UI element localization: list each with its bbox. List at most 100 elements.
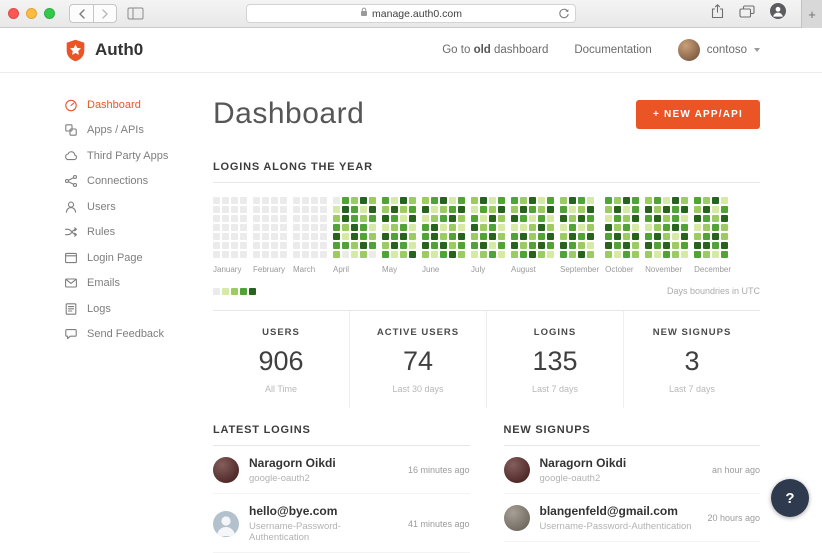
back-button[interactable]	[70, 5, 93, 22]
close-window-button[interactable]	[8, 8, 19, 19]
heatmap-cell[interactable]	[280, 197, 287, 204]
heatmap-cell[interactable]	[231, 197, 238, 204]
new-tab-button[interactable]: +	[801, 0, 822, 28]
heatmap-cell[interactable]	[498, 242, 505, 249]
heatmap-cell[interactable]	[578, 251, 585, 258]
heatmap-cell[interactable]	[302, 251, 309, 258]
heatmap-cell[interactable]	[498, 233, 505, 240]
heatmap-cell[interactable]	[547, 197, 554, 204]
heatmap-cell[interactable]	[369, 215, 376, 222]
heatmap-cell[interactable]	[529, 206, 536, 213]
heatmap-cell[interactable]	[614, 242, 621, 249]
heatmap-cell[interactable]	[529, 215, 536, 222]
heatmap-cell[interactable]	[253, 206, 260, 213]
heatmap-cell[interactable]	[240, 242, 247, 249]
heatmap-cell[interactable]	[342, 206, 349, 213]
heatmap-cell[interactable]	[253, 197, 260, 204]
heatmap-cell[interactable]	[672, 251, 679, 258]
heatmap-cell[interactable]	[302, 224, 309, 231]
heatmap-cell[interactable]	[440, 224, 447, 231]
heatmap-cell[interactable]	[645, 206, 652, 213]
heatmap-cell[interactable]	[721, 251, 728, 258]
heatmap-cell[interactable]	[529, 251, 536, 258]
heatmap-cell[interactable]	[253, 242, 260, 249]
heatmap-cell[interactable]	[645, 242, 652, 249]
heatmap-cell[interactable]	[632, 251, 639, 258]
heatmap-cell[interactable]	[222, 233, 229, 240]
heatmap-cell[interactable]	[262, 197, 269, 204]
heatmap-cell[interactable]	[360, 215, 367, 222]
heatmap-cell[interactable]	[672, 242, 679, 249]
heatmap-cell[interactable]	[489, 197, 496, 204]
heatmap-cell[interactable]	[458, 215, 465, 222]
heatmap-cell[interactable]	[271, 206, 278, 213]
heatmap-cell[interactable]	[578, 206, 585, 213]
heatmap-cell[interactable]	[369, 251, 376, 258]
heatmap-cell[interactable]	[382, 242, 389, 249]
sidebar-item-rules[interactable]: Rules	[64, 220, 213, 246]
heatmap-cell[interactable]	[458, 197, 465, 204]
heatmap-cell[interactable]	[712, 206, 719, 213]
heatmap-cell[interactable]	[333, 206, 340, 213]
heatmap-cell[interactable]	[409, 215, 416, 222]
heatmap-cell[interactable]	[311, 224, 318, 231]
heatmap-cell[interactable]	[409, 251, 416, 258]
heatmap-cell[interactable]	[253, 233, 260, 240]
heatmap-cell[interactable]	[342, 233, 349, 240]
heatmap-cell[interactable]	[587, 206, 594, 213]
heatmap-cell[interactable]	[529, 242, 536, 249]
heatmap-cell[interactable]	[293, 251, 300, 258]
heatmap-cell[interactable]	[471, 242, 478, 249]
heatmap-cell[interactable]	[271, 197, 278, 204]
heatmap-cell[interactable]	[351, 206, 358, 213]
heatmap-cell[interactable]	[480, 197, 487, 204]
heatmap-cell[interactable]	[400, 224, 407, 231]
heatmap-cell[interactable]	[213, 206, 220, 213]
heatmap-cell[interactable]	[449, 251, 456, 258]
heatmap-cell[interactable]	[560, 242, 567, 249]
heatmap-cell[interactable]	[280, 224, 287, 231]
tabs-overview-icon[interactable]	[739, 5, 755, 23]
heatmap-cell[interactable]	[231, 251, 238, 258]
heatmap-cell[interactable]	[391, 251, 398, 258]
heatmap-cell[interactable]	[391, 233, 398, 240]
heatmap-cell[interactable]	[320, 215, 327, 222]
heatmap-cell[interactable]	[605, 197, 612, 204]
heatmap-cell[interactable]	[471, 215, 478, 222]
heatmap-cell[interactable]	[560, 215, 567, 222]
heatmap-cell[interactable]	[342, 224, 349, 231]
heatmap-cell[interactable]	[360, 206, 367, 213]
heatmap-cell[interactable]	[431, 215, 438, 222]
heatmap-cell[interactable]	[382, 233, 389, 240]
heatmap-cell[interactable]	[578, 233, 585, 240]
heatmap-cell[interactable]	[471, 206, 478, 213]
heatmap-cell[interactable]	[382, 251, 389, 258]
heatmap-cell[interactable]	[712, 242, 719, 249]
heatmap-cell[interactable]	[409, 242, 416, 249]
heatmap-cell[interactable]	[391, 242, 398, 249]
heatmap-cell[interactable]	[231, 242, 238, 249]
heatmap-cell[interactable]	[605, 242, 612, 249]
heatmap-cell[interactable]	[333, 215, 340, 222]
heatmap-cell[interactable]	[213, 251, 220, 258]
heatmap-cell[interactable]	[480, 224, 487, 231]
heatmap-cell[interactable]	[721, 242, 728, 249]
heatmap-cell[interactable]	[712, 197, 719, 204]
heatmap-cell[interactable]	[712, 224, 719, 231]
heatmap-cell[interactable]	[547, 251, 554, 258]
heatmap-cell[interactable]	[360, 251, 367, 258]
heatmap-cell[interactable]	[560, 251, 567, 258]
heatmap-cell[interactable]	[614, 215, 621, 222]
heatmap-cell[interactable]	[253, 224, 260, 231]
heatmap-cell[interactable]	[280, 233, 287, 240]
heatmap-cell[interactable]	[489, 242, 496, 249]
heatmap-cell[interactable]	[489, 215, 496, 222]
heatmap-cell[interactable]	[471, 224, 478, 231]
heatmap-cell[interactable]	[422, 251, 429, 258]
heatmap-cell[interactable]	[672, 215, 679, 222]
heatmap-cell[interactable]	[431, 251, 438, 258]
heatmap-cell[interactable]	[422, 197, 429, 204]
heatmap-cell[interactable]	[538, 233, 545, 240]
account-menu[interactable]: contoso	[678, 39, 760, 61]
